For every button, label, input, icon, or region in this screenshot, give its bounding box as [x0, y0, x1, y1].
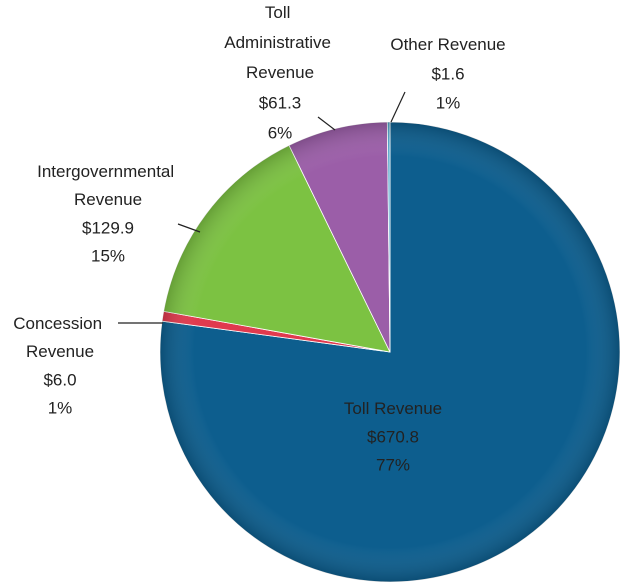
value-label: $61.3 [259, 93, 302, 112]
labels: Toll Revenue $670.8 77% Concession Revenue $… [13, 3, 505, 474]
percent-label: 1% [436, 93, 461, 112]
percent-label: 77% [376, 455, 410, 474]
percent-label: 1% [48, 398, 73, 417]
value-label: $670.8 [367, 427, 419, 446]
slice-label: Concession Revenue [13, 314, 107, 361]
percent-label: 6% [268, 123, 293, 142]
slice-label: Toll Revenue [344, 399, 442, 418]
value-label: $6.0 [43, 370, 76, 389]
slice-label: Toll Administrative Revenue [224, 3, 335, 82]
leader-line [390, 91, 406, 123]
slice-label: Intergovernmental Revenue [37, 162, 179, 209]
percent-label: 15% [91, 246, 125, 265]
leader-line [177, 223, 201, 233]
pie [159, 121, 621, 583]
value-label: $1.6 [431, 64, 464, 83]
leader-line [317, 116, 336, 131]
slice-label: Other Revenue [390, 35, 505, 54]
value-label: $129.9 [82, 218, 134, 237]
